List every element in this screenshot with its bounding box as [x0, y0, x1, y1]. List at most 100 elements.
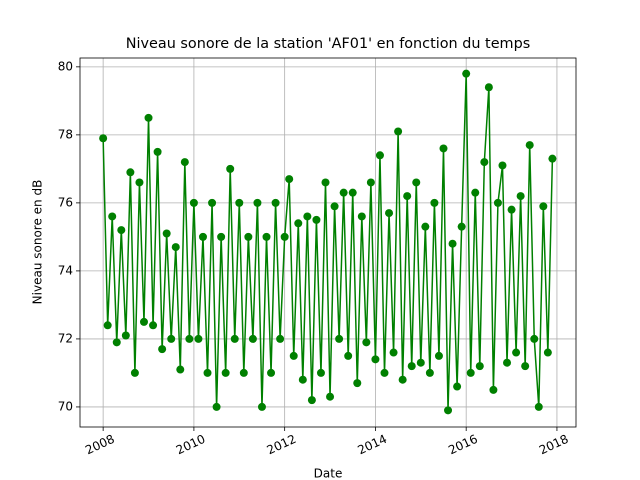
- chart-title: Niveau sonore de la station 'AF01' en fo…: [126, 36, 530, 52]
- data-point: [416, 358, 425, 367]
- data-point: [189, 198, 198, 207]
- x-tick-label: 2014: [355, 432, 389, 458]
- data-point: [167, 334, 176, 343]
- data-point: [267, 368, 276, 377]
- data-point: [194, 334, 203, 343]
- data-point: [543, 348, 552, 357]
- data-point: [226, 164, 235, 173]
- data-point: [516, 192, 525, 201]
- data-point: [294, 219, 303, 228]
- data-point: [203, 368, 212, 377]
- data-point: [99, 134, 108, 143]
- data-point: [171, 243, 180, 252]
- data-point: [525, 141, 534, 150]
- data-point: [375, 151, 384, 160]
- data-point: [117, 226, 126, 235]
- data-point: [353, 379, 362, 388]
- data-point: [126, 168, 135, 177]
- data-point: [248, 334, 257, 343]
- y-tick-label: 76: [58, 195, 73, 209]
- data-point: [362, 338, 371, 347]
- data-point: [312, 215, 321, 224]
- data-point: [380, 368, 389, 377]
- data-point: [489, 385, 498, 394]
- data-point: [321, 178, 330, 187]
- data-point: [421, 222, 430, 231]
- x-tick-label: 2008: [83, 432, 117, 458]
- data-point: [534, 402, 543, 411]
- data-point: [389, 348, 398, 357]
- data-point: [448, 239, 457, 248]
- data-point: [298, 375, 307, 384]
- data-point: [357, 212, 366, 221]
- data-point: [434, 351, 443, 360]
- data-point: [498, 161, 507, 170]
- data-point: [512, 348, 521, 357]
- y-tick-label: 80: [58, 59, 73, 73]
- data-point: [185, 334, 194, 343]
- x-tick-label: 2010: [174, 432, 208, 458]
- data-point: [235, 198, 244, 207]
- data-point: [366, 178, 375, 187]
- x-tick-label: 2018: [537, 432, 571, 458]
- data-point: [262, 232, 271, 241]
- data-point: [480, 158, 489, 167]
- data-point: [276, 334, 285, 343]
- data-point: [244, 232, 253, 241]
- data-point: [103, 321, 112, 330]
- data-point: [271, 198, 280, 207]
- data-point: [239, 368, 248, 377]
- data-point: [439, 144, 448, 153]
- data-point: [394, 127, 403, 136]
- x-tick-label: 2012: [265, 432, 299, 458]
- data-point: [348, 188, 357, 197]
- y-tick-label: 70: [58, 399, 73, 413]
- data-point: [453, 382, 462, 391]
- data-point: [444, 406, 453, 415]
- data-point: [412, 178, 421, 187]
- data-point: [112, 338, 121, 347]
- data-point: [484, 83, 493, 92]
- data-point: [253, 198, 262, 207]
- y-axis-label: Niveau sonore en dB: [31, 180, 45, 305]
- data-point: [507, 205, 516, 214]
- data-point: [344, 351, 353, 360]
- data-point: [503, 358, 512, 367]
- data-point: [149, 321, 158, 330]
- data-point: [158, 345, 167, 354]
- y-tick-label: 74: [58, 263, 73, 277]
- data-line: [102, 73, 554, 411]
- data-point: [425, 368, 434, 377]
- data-point: [398, 375, 407, 384]
- data-point: [180, 158, 189, 167]
- data-point: [280, 232, 289, 241]
- data-point: [221, 368, 230, 377]
- data-point: [326, 392, 335, 401]
- data-point: [198, 232, 207, 241]
- data-point: [289, 351, 298, 360]
- data-point: [108, 212, 117, 221]
- data-point: [521, 362, 530, 371]
- data-point: [471, 188, 480, 197]
- plot-frame: [79, 57, 577, 428]
- data-point: [493, 198, 502, 207]
- data-point: [130, 368, 139, 377]
- data-point: [162, 229, 171, 238]
- data-point: [153, 147, 162, 156]
- data-point: [208, 198, 217, 207]
- data-point: [307, 396, 316, 405]
- data-point: [330, 202, 339, 211]
- data-point: [466, 368, 475, 377]
- y-tick-label: 72: [58, 331, 73, 345]
- data-point: [407, 362, 416, 371]
- data-point: [316, 368, 325, 377]
- data-point: [217, 232, 226, 241]
- data-point: [257, 402, 266, 411]
- data-point: [403, 192, 412, 201]
- data-point: [548, 154, 557, 163]
- data-point: [176, 365, 185, 374]
- x-tick-label: 2016: [446, 432, 480, 458]
- data-point: [430, 198, 439, 207]
